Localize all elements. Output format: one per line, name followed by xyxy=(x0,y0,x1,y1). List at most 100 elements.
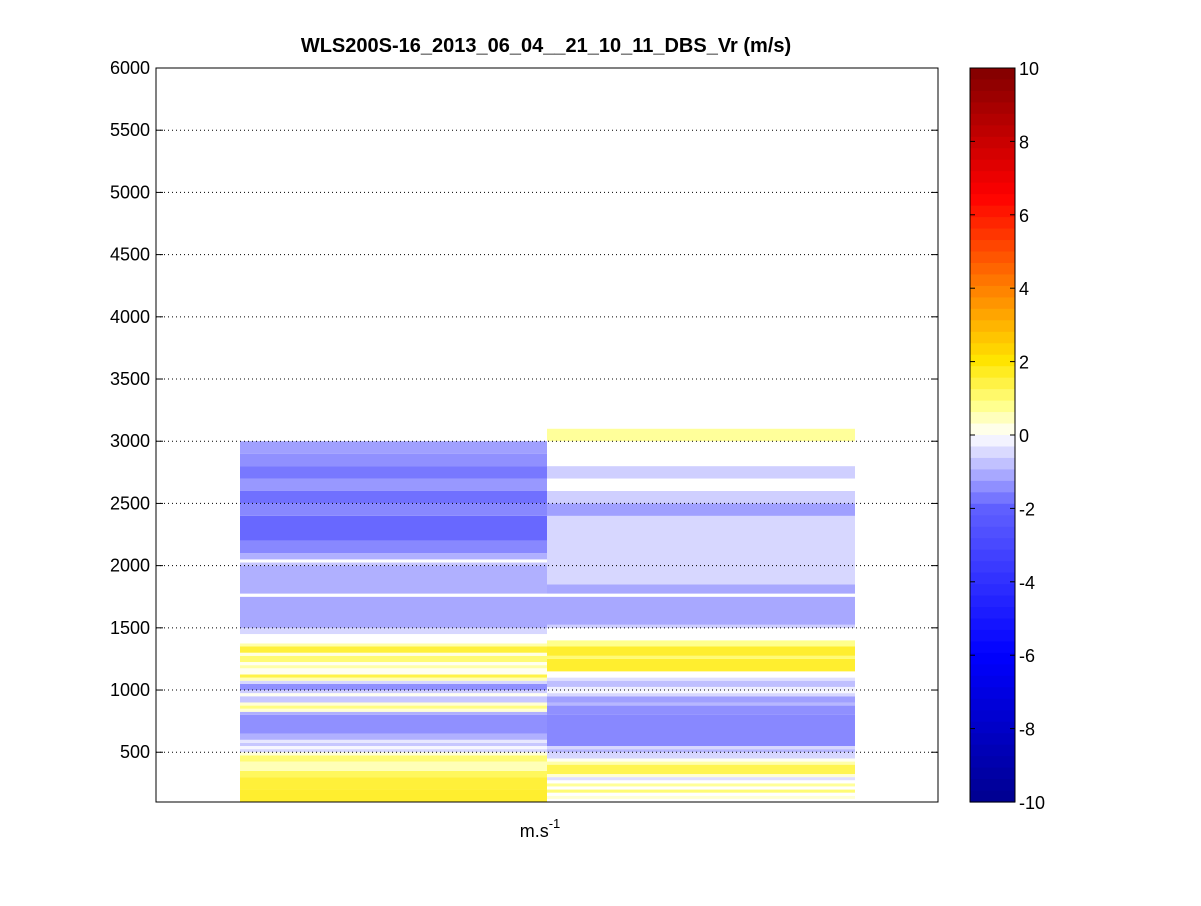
heatmap-cell xyxy=(547,655,855,659)
heatmap-cell xyxy=(547,690,855,694)
y-tick-label: 5500 xyxy=(110,120,150,140)
heatmap-cell xyxy=(240,655,547,663)
colorbar-tick-label: -10 xyxy=(1019,793,1045,813)
heatmap-cell xyxy=(240,441,547,454)
heatmap-cell xyxy=(240,503,547,516)
colorbar-band xyxy=(970,125,1015,138)
x-axis-label: m.s-1 xyxy=(520,816,561,841)
heatmap-cell xyxy=(547,758,855,762)
x-axis-label-exponent: -1 xyxy=(549,816,561,831)
heatmap-cell xyxy=(240,693,547,697)
colorbar-band xyxy=(970,687,1015,700)
heatmap-cell xyxy=(547,780,855,784)
heatmap-cell xyxy=(547,584,855,594)
colorbar-tick-label: 4 xyxy=(1019,279,1029,299)
colorbar-band xyxy=(970,790,1015,803)
heatmap-cell xyxy=(547,774,855,778)
colorbar-band xyxy=(970,561,1015,574)
colorbar-band xyxy=(970,102,1015,115)
colorbar-band xyxy=(970,217,1015,230)
heatmap-cell xyxy=(240,662,547,666)
heatmap-cell xyxy=(240,627,547,635)
colorbar-band xyxy=(970,113,1015,126)
colorbar-band xyxy=(970,262,1015,276)
colorbar-band xyxy=(970,308,1015,321)
colorbar-band xyxy=(970,412,1015,425)
heatmap-cell xyxy=(547,696,855,703)
heatmap-cell xyxy=(547,680,855,687)
heatmap-cell xyxy=(547,746,855,750)
colorbar-band xyxy=(970,90,1015,104)
heatmap-cell xyxy=(240,749,547,753)
colorbar-tick-label: 0 xyxy=(1019,426,1029,446)
heatmap-cell xyxy=(547,705,855,715)
heatmap-cell xyxy=(547,714,855,747)
plot-frame xyxy=(155,67,939,803)
heatmap-cell xyxy=(547,789,855,793)
heatmap-cell xyxy=(547,627,855,641)
colorbar-band xyxy=(970,584,1015,597)
colorbar-band xyxy=(970,136,1015,149)
heatmap-cell xyxy=(240,702,547,706)
heatmap-cell xyxy=(547,490,855,504)
heatmap-cell xyxy=(547,764,855,775)
colorbar-band xyxy=(970,285,1015,298)
colorbar-band xyxy=(970,366,1015,379)
colorbar-band xyxy=(970,515,1015,528)
colorbar-tick-label: 2 xyxy=(1019,353,1029,373)
heatmap-cell xyxy=(547,677,855,681)
heatmap-cell xyxy=(547,777,855,781)
colorbar-tick-label: 8 xyxy=(1019,132,1029,152)
colorbar-band xyxy=(970,675,1015,688)
colorbar-band xyxy=(970,469,1015,482)
y-tick-label: 6000 xyxy=(110,58,150,78)
colorbar-band xyxy=(970,159,1015,172)
colorbar-band xyxy=(970,240,1015,253)
colorbar-band xyxy=(970,148,1015,161)
heatmap-cell xyxy=(240,668,547,675)
heatmap-cell xyxy=(240,665,547,669)
y-tick-label: 500 xyxy=(120,742,150,762)
heatmap-cell xyxy=(240,696,547,703)
heatmap-cell xyxy=(547,671,855,678)
heatmap-cells xyxy=(240,428,855,802)
colorbar-band xyxy=(970,79,1015,92)
heatmap-cell xyxy=(240,683,547,691)
colorbar-band xyxy=(970,721,1015,734)
heatmap-cell xyxy=(240,562,547,566)
heatmap-cell xyxy=(547,786,855,790)
colorbar-band xyxy=(970,733,1015,746)
heatmap-cell xyxy=(240,553,547,560)
heatmap-cell xyxy=(240,742,547,747)
colorbar-band xyxy=(970,171,1015,184)
colorbar-band xyxy=(970,641,1015,654)
heatmap-cell xyxy=(240,674,547,678)
colorbar-tick-label: 6 xyxy=(1019,206,1029,226)
heatmap-cell xyxy=(547,686,855,691)
heatmap-cell xyxy=(240,708,547,712)
colorbar-band xyxy=(970,423,1015,436)
heatmap-cell xyxy=(547,693,855,697)
colorbar-band xyxy=(970,343,1015,356)
colorbar-band xyxy=(970,377,1015,390)
heatmap-cell xyxy=(547,752,855,759)
colorbar-band xyxy=(970,194,1015,207)
heatmap-cell xyxy=(547,596,855,625)
colorbar-tick-label: 10 xyxy=(1019,59,1039,79)
heatmap-cell xyxy=(240,739,547,743)
colorbar-band xyxy=(970,595,1015,608)
colorbar-band xyxy=(970,435,1015,448)
heatmap-cell xyxy=(547,428,855,442)
colorbar-band xyxy=(970,182,1015,195)
colorbar-band xyxy=(970,572,1015,585)
heatmap-cell xyxy=(240,752,547,756)
heatmap-cell xyxy=(240,593,547,597)
colorbar-band xyxy=(970,710,1015,723)
y-tick-label: 4000 xyxy=(110,307,150,327)
heatmap-cell xyxy=(240,755,547,762)
heatmap-cell xyxy=(240,777,547,790)
heatmap-cell xyxy=(240,711,547,715)
colorbar-band xyxy=(970,664,1015,677)
heatmap-cell xyxy=(240,761,547,771)
